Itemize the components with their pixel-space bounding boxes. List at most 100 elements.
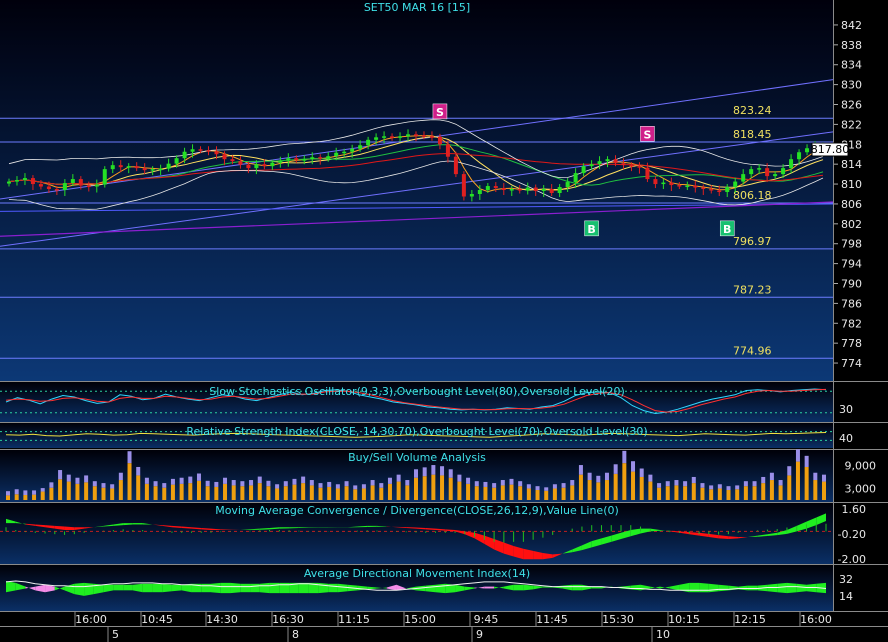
buy-volume-bar [32, 494, 37, 500]
candle-body [757, 168, 762, 170]
macd-fill-segment [552, 553, 563, 558]
sell-volume-bar [396, 474, 401, 482]
buy-volume-bar [301, 483, 306, 500]
y-tick-label: 830 [841, 79, 862, 92]
rsi-panel[interactable] [0, 423, 833, 448]
candle-body [38, 184, 43, 187]
candle-body [501, 188, 506, 191]
buy-volume-bar [518, 486, 523, 500]
sell-volume-bar [648, 474, 653, 482]
sell-volume-bar [587, 472, 592, 481]
buy-signal-label: B [587, 223, 595, 236]
macd-fill-segment [84, 527, 94, 529]
trendline-lower [0, 131, 834, 247]
sell-volume-bar [118, 472, 123, 481]
candle-body [461, 174, 466, 197]
candle-body [238, 161, 243, 165]
y-tick-label: 786 [841, 297, 862, 310]
price-plot: 823.24 818.45 806.18 796.97 787.23 774.96 S S B B [0, 79, 834, 359]
sell-volume-bar [353, 485, 358, 490]
candle-body [453, 156, 458, 175]
candle-body [653, 179, 658, 185]
buy-volume-bar [683, 486, 688, 500]
macd-fill-segment [523, 548, 534, 560]
macd-fill-segment [123, 523, 133, 526]
macd-fill-segment [747, 535, 758, 537]
time-tick-label: 10:15 [668, 613, 700, 626]
sell-volume-bar [231, 480, 236, 486]
buy-volume-bar [344, 486, 349, 500]
candle-body [294, 158, 299, 161]
macd-tick-label: -0.20 [838, 528, 866, 541]
sell-signal-marker [640, 126, 655, 142]
adx-fill-segment [786, 582, 797, 594]
adx-fill-segment [84, 582, 94, 596]
adx-fill-segment [220, 582, 231, 594]
sell-volume-bar [214, 481, 219, 487]
candle-body [302, 159, 307, 161]
buy-volume-bar [622, 463, 627, 500]
candle-body [805, 148, 810, 153]
stochastic-panel[interactable] [0, 382, 833, 422]
stochastic-title: Slow Stochastics Oscillator(9,3,3),Overb… [209, 385, 625, 398]
buy-volume-bar [743, 486, 748, 500]
candle-body [549, 189, 554, 194]
buy-volume-bar [761, 483, 766, 500]
buy-volume-bar [526, 488, 531, 500]
candle-body [22, 178, 27, 181]
macd-fill-segment [93, 525, 104, 528]
candle-body [382, 136, 387, 138]
buy-volume-bar [101, 487, 106, 500]
candle-body [366, 139, 371, 146]
upper-band-line [8, 119, 824, 179]
macd-fill-segment [669, 530, 680, 533]
buy-volume-bar [188, 483, 193, 500]
candle-body [533, 187, 538, 192]
buy-volume-bar [257, 483, 262, 500]
candle-body [485, 186, 490, 191]
sell-volume-bar [205, 480, 210, 487]
buy-volume-bar [283, 486, 288, 500]
sell-volume-bar [257, 476, 262, 484]
adx-fill-segment [367, 586, 377, 590]
adx-fill-segment [35, 584, 46, 593]
candle-body [198, 149, 203, 151]
macd-fill-segment [542, 552, 553, 560]
adx-fill-segment [211, 582, 221, 594]
chart-title: SET50 MAR 16 [15] [364, 1, 470, 14]
sell-volume-bar [752, 481, 757, 487]
candle-body [182, 151, 187, 159]
sell-volume-bar [422, 467, 427, 477]
rsi-plot [0, 431, 833, 441]
buy-volume-bar [318, 487, 323, 500]
macd-fill-segment [650, 528, 661, 532]
macd-fill-segment [386, 526, 397, 528]
macd-fill-segment [142, 523, 153, 525]
adx-fill-segment [230, 582, 241, 594]
buy-volume-bar [153, 486, 158, 500]
y-tick-label: 810 [841, 178, 862, 191]
sell-volume-bar [249, 480, 254, 486]
y-tick-label: 774 [841, 357, 862, 370]
buy-volume-bar [804, 466, 809, 500]
candle-body [437, 136, 442, 145]
buy-volume-bar [822, 481, 826, 500]
sell-volume-bar [526, 484, 531, 489]
macd-fill-segment [718, 535, 729, 540]
candle-body [374, 137, 379, 140]
buy-volume-bar [75, 483, 80, 500]
candle-body [661, 182, 666, 185]
macd-fill-segment [591, 538, 602, 548]
candle-body [318, 157, 323, 159]
buy-volume-bar [500, 485, 505, 500]
sell-volume-bar [23, 490, 28, 496]
buy-volume-bar [414, 477, 418, 500]
buy-volume-bar [66, 481, 71, 500]
buy-volume-bar [752, 486, 757, 500]
buy-volume-bar [387, 483, 392, 500]
y-tick-label: 802 [841, 218, 862, 231]
macd-fill-segment [259, 527, 270, 530]
macd-fill-segment [562, 549, 573, 554]
adx-fill-segment [796, 583, 807, 593]
main-price-panel[interactable] [0, 0, 833, 381]
